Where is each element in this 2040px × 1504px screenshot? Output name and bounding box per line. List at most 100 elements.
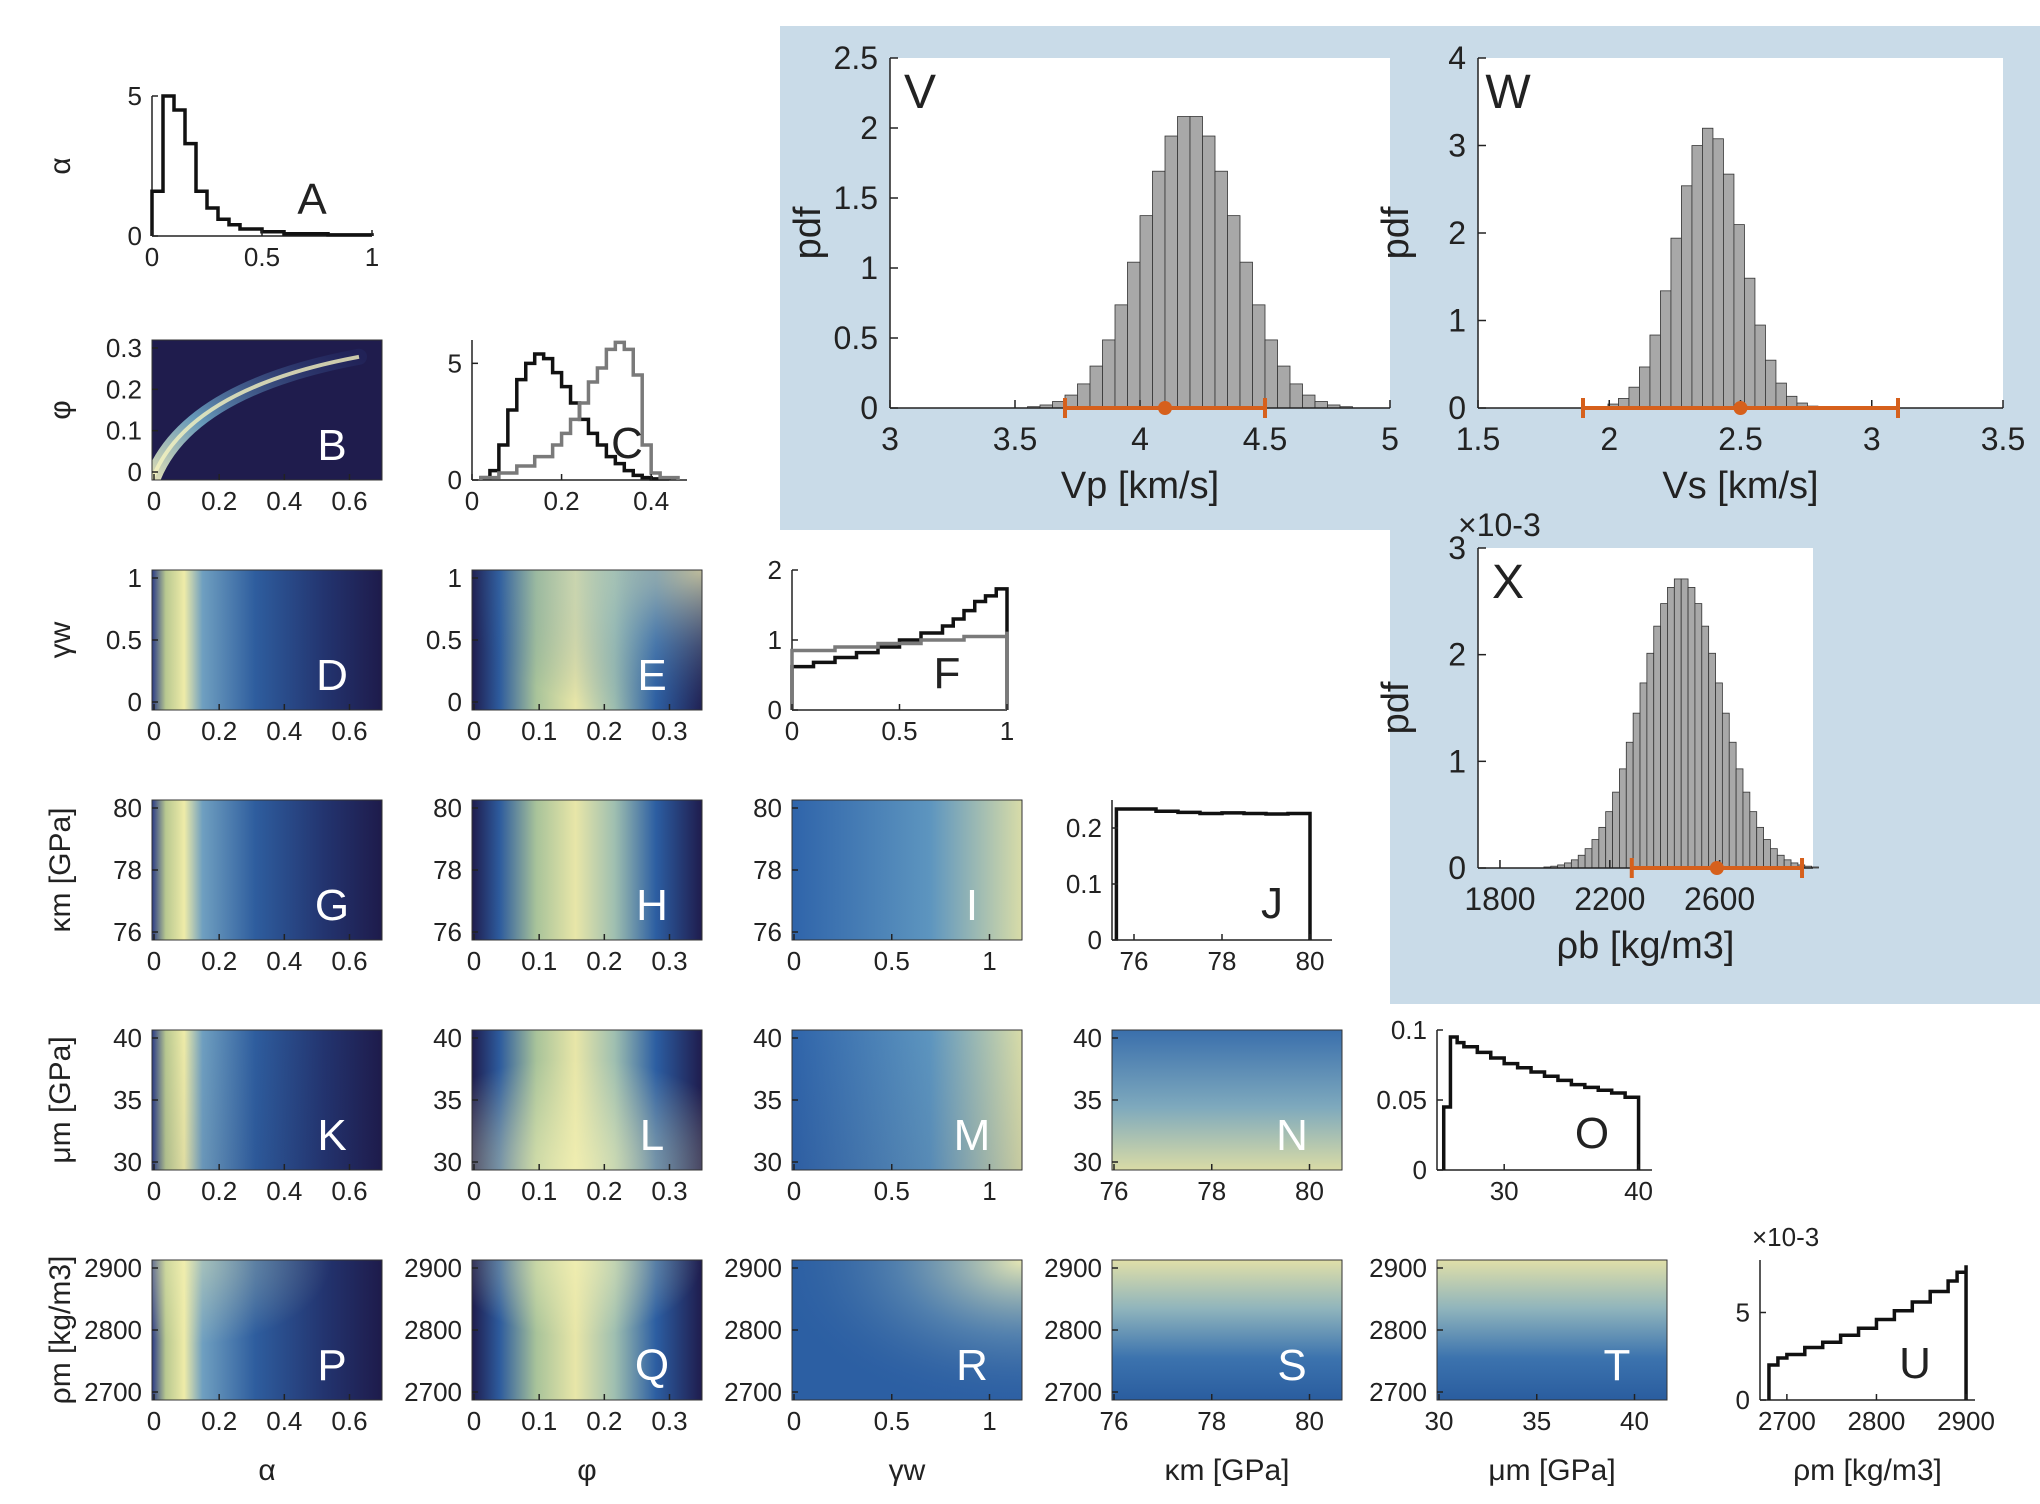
x-tick-label: 40 <box>1620 1406 1649 1436</box>
bar <box>1214 170 1228 409</box>
y-tick-label: 2800 <box>84 1315 142 1345</box>
bar <box>1077 383 1091 409</box>
y-tick-label: 2700 <box>1044 1377 1102 1407</box>
panel-label-X: X <box>1492 556 1524 609</box>
bar <box>1687 587 1696 869</box>
x-tick-label: 0.4 <box>266 716 302 746</box>
x-tick-label: 0.2 <box>201 486 237 516</box>
y-tick-label: 2800 <box>404 1315 462 1345</box>
y-tick-label: 0 <box>1413 1155 1427 1185</box>
bar <box>1202 135 1216 409</box>
y-tick-label: 0 <box>1088 925 1102 955</box>
bar <box>1763 839 1771 869</box>
heatmap-Q <box>472 1260 702 1400</box>
interval-point <box>1158 401 1172 415</box>
panel-label-I: I <box>966 881 978 930</box>
y-tick-label: 0 <box>768 695 782 725</box>
x-tick-label: 0.3 <box>651 1176 687 1206</box>
bar <box>1742 791 1751 869</box>
bar <box>1164 135 1178 409</box>
x-tick-label: 4.5 <box>1243 421 1287 457</box>
bar <box>1302 394 1316 409</box>
x-tick-label: 0.5 <box>874 1406 910 1436</box>
bar <box>1649 334 1661 409</box>
y-tick-label: 2 <box>768 555 782 585</box>
x-tick-label: 0.2 <box>586 1176 622 1206</box>
y-exponent-X: ×10-3 <box>1458 507 1541 543</box>
x-tick-label: 0.1 <box>521 1406 557 1436</box>
x-tick-label: 80 <box>1296 946 1325 976</box>
bar <box>1660 290 1672 409</box>
x-tick-label: 0.6 <box>331 486 367 516</box>
y-axis-label: pdf <box>787 206 829 259</box>
panel-label-U: U <box>1899 1339 1931 1388</box>
x-tick-label: 76 <box>1100 1406 1129 1436</box>
interval-point <box>1709 861 1724 875</box>
x-tick-label: 40 <box>1624 1176 1653 1206</box>
y-tick-label: 1.5 <box>834 180 878 216</box>
panel-N: 76 78 80 30 35 40 N <box>1073 1023 1343 1206</box>
x-tick-label: 0 <box>787 1176 801 1206</box>
x-tick-label: 3.5 <box>993 421 1037 457</box>
x-tick-label: 0 <box>145 242 159 272</box>
x-tick-label: 0.6 <box>331 946 367 976</box>
y-tick-label: 40 <box>1073 1023 1102 1053</box>
x-tick-label: 1.5 <box>1456 421 1500 457</box>
y-tick-label: 4 <box>1448 40 1466 76</box>
x-tick-label: 1 <box>1000 716 1014 746</box>
x-tick-label: 76 <box>1120 946 1149 976</box>
x-tick-label: 78 <box>1197 1176 1226 1206</box>
y-tick-label: 78 <box>753 855 782 885</box>
panel-label-P: P <box>317 1341 346 1390</box>
column-label-Q: φ <box>577 1454 596 1487</box>
x-tick-label: 80 <box>1295 1406 1324 1436</box>
bar <box>1735 768 1744 869</box>
x-tick-label: 2600 <box>1684 881 1755 917</box>
y-tick-label: 0 <box>128 221 142 251</box>
x-tick-label: 0.6 <box>331 716 367 746</box>
bar <box>1723 173 1735 409</box>
x-tick-label: 2.5 <box>1718 421 1762 457</box>
x-tick-label: 0 <box>147 1406 161 1436</box>
x-tick-label: 0.4 <box>633 486 669 516</box>
x-tick-label: 5 <box>1381 421 1399 457</box>
bar <box>1728 741 1737 869</box>
y-tick-label: 2800 <box>1369 1315 1427 1345</box>
bar <box>1721 712 1730 869</box>
panel-T: 30 35 40 2700 2800 2900 T <box>1369 1253 1668 1436</box>
x-tick-label: 0.4 <box>266 946 302 976</box>
y-tick-label: 0.5 <box>426 625 462 655</box>
x-tick-label: 0 <box>147 1176 161 1206</box>
bar <box>1646 652 1655 869</box>
series-J-0 <box>1114 807 1312 940</box>
bar <box>1775 382 1787 409</box>
heatmap-H <box>472 800 702 940</box>
panel-label-M: M <box>954 1111 991 1160</box>
x-tick-label: 0 <box>467 946 481 976</box>
x-tick-label: 2 <box>1600 421 1618 457</box>
x-tick-label: 0.4 <box>266 1406 302 1436</box>
y-tick-label: 1 <box>128 563 142 593</box>
y-tick-label: 0.05 <box>1376 1085 1427 1115</box>
y-tick-label: 78 <box>113 855 142 885</box>
y-tick-label: 2.5 <box>834 40 878 76</box>
x-tick-label: 3 <box>881 421 899 457</box>
bar <box>1691 145 1703 409</box>
column-label-R: γw <box>889 1454 926 1487</box>
row-label-A: α <box>44 157 77 174</box>
x-tick-label: 0.2 <box>586 716 622 746</box>
y-tick-label: 0.5 <box>106 625 142 655</box>
x-tick-label: 0.2 <box>544 486 580 516</box>
panel-D: 0 0.2 0.4 0.6 0 0.5 1 D <box>106 563 383 746</box>
x-tick-label: 4 <box>1131 421 1149 457</box>
bar <box>1239 261 1253 409</box>
x-tick-label: 0.5 <box>874 1176 910 1206</box>
heatmap-M <box>792 1030 1022 1170</box>
y-tick-label: 0 <box>128 687 142 717</box>
x-tick-label: 0 <box>787 946 801 976</box>
bar <box>1089 365 1103 409</box>
x-tick-label: 2900 <box>1937 1406 1995 1436</box>
